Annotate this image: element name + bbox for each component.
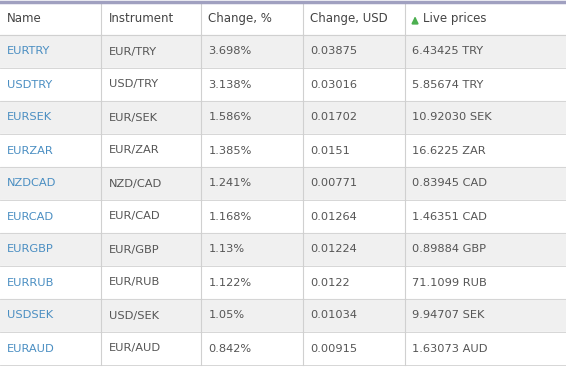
Text: 3.698%: 3.698% (208, 47, 251, 57)
Text: EURSEK: EURSEK (7, 113, 52, 123)
Bar (0, 134, 566, 167)
Text: 71.1099 RUB: 71.1099 RUB (412, 277, 487, 287)
Text: 0.842%: 0.842% (208, 344, 251, 353)
Bar (0, 266, 566, 299)
Text: USDSEK: USDSEK (7, 310, 53, 320)
Text: 0.03875: 0.03875 (310, 47, 357, 57)
Text: 1.13%: 1.13% (208, 244, 245, 254)
Text: USDTRY: USDTRY (7, 80, 52, 90)
Text: 1.241%: 1.241% (208, 178, 251, 189)
Text: EURGBP: EURGBP (7, 244, 54, 254)
Text: 0.00915: 0.00915 (310, 344, 357, 353)
Text: EUR/ZAR: EUR/ZAR (109, 145, 159, 156)
Text: 0.03016: 0.03016 (310, 80, 357, 90)
Text: EURAUD: EURAUD (7, 344, 54, 353)
Text: EUR/CAD: EUR/CAD (109, 211, 160, 222)
Bar (0, 68, 566, 101)
Text: 0.0122: 0.0122 (310, 277, 350, 287)
Bar (0, 2, 566, 35)
Text: EURTRY: EURTRY (7, 47, 50, 57)
Text: USD/SEK: USD/SEK (109, 310, 158, 320)
Text: EURCAD: EURCAD (7, 211, 54, 222)
Text: Live prices: Live prices (423, 12, 487, 25)
Bar (0, 200, 566, 233)
Text: 0.01224: 0.01224 (310, 244, 357, 254)
Text: USD/TRY: USD/TRY (109, 80, 158, 90)
Text: 1.385%: 1.385% (208, 145, 252, 156)
Text: 1.586%: 1.586% (208, 113, 251, 123)
Text: Change, %: Change, % (208, 12, 272, 25)
Text: 16.6225 ZAR: 16.6225 ZAR (412, 145, 486, 156)
Bar (0, 35, 566, 68)
Text: 0.01702: 0.01702 (310, 113, 357, 123)
Text: NZD/CAD: NZD/CAD (109, 178, 162, 189)
Text: 1.122%: 1.122% (208, 277, 251, 287)
Text: EURRUB: EURRUB (7, 277, 54, 287)
Text: 3.138%: 3.138% (208, 80, 252, 90)
Text: 9.94707 SEK: 9.94707 SEK (412, 310, 484, 320)
Text: 1.63073 AUD: 1.63073 AUD (412, 344, 487, 353)
Text: 0.89884 GBP: 0.89884 GBP (412, 244, 486, 254)
Text: 0.83945 CAD: 0.83945 CAD (412, 178, 487, 189)
Text: 5.85674 TRY: 5.85674 TRY (412, 80, 483, 90)
Bar (0, 167, 566, 200)
Text: EURZAR: EURZAR (7, 145, 54, 156)
Bar (0, 332, 566, 365)
Text: EUR/SEK: EUR/SEK (109, 113, 158, 123)
Text: 0.0151: 0.0151 (310, 145, 350, 156)
Text: 1.168%: 1.168% (208, 211, 251, 222)
Text: EUR/AUD: EUR/AUD (109, 344, 161, 353)
Text: EUR/GBP: EUR/GBP (109, 244, 159, 254)
Text: EUR/TRY: EUR/TRY (109, 47, 157, 57)
Text: 0.01264: 0.01264 (310, 211, 357, 222)
Text: 1.46351 CAD: 1.46351 CAD (412, 211, 487, 222)
Bar (0, 299, 566, 332)
Text: 6.43425 TRY: 6.43425 TRY (412, 47, 483, 57)
Text: NZDCAD: NZDCAD (7, 178, 56, 189)
Text: 0.00771: 0.00771 (310, 178, 357, 189)
Text: Change, USD: Change, USD (310, 12, 388, 25)
Text: 1.05%: 1.05% (208, 310, 245, 320)
Text: Instrument: Instrument (109, 12, 174, 25)
Text: 10.92030 SEK: 10.92030 SEK (412, 113, 492, 123)
Text: 0.01034: 0.01034 (310, 310, 357, 320)
Bar (0, 101, 566, 134)
Text: Name: Name (7, 12, 41, 25)
Bar (0, 233, 566, 266)
Text: EUR/RUB: EUR/RUB (109, 277, 160, 287)
